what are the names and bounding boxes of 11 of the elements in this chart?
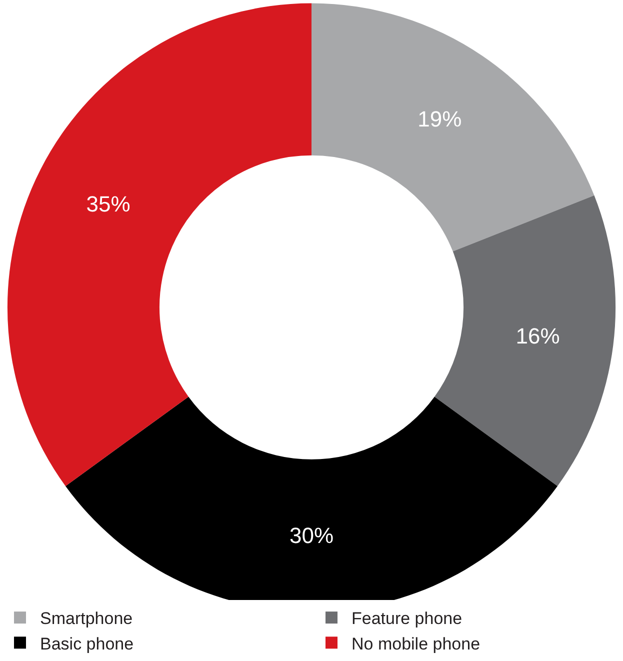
data-label: 30% xyxy=(289,522,334,548)
legend-label: No mobile phone xyxy=(352,634,480,654)
donut-slice xyxy=(434,195,616,486)
data-label: 19% xyxy=(418,106,462,132)
legend-label: Basic phone xyxy=(40,634,134,654)
legend-label: Feature phone xyxy=(352,609,462,628)
legend-label: Smartphone xyxy=(40,609,133,628)
donut-slice xyxy=(7,3,312,486)
data-label: 35% xyxy=(86,191,130,216)
data-label: 16% xyxy=(516,323,560,348)
donut-slice xyxy=(312,3,594,252)
